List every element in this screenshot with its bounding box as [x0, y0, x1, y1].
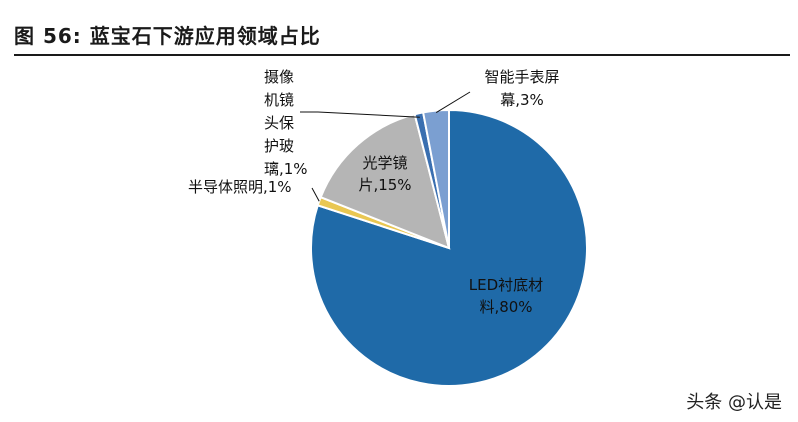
leader-line-4: [435, 91, 471, 114]
pie-slice-4: [421, 108, 450, 249]
figure-title: 图 56: 蓝宝石下游应用领域占比: [14, 24, 321, 48]
watermark: 头条 @认是: [686, 392, 782, 413]
leader-line-1: [311, 187, 320, 202]
slice-label-2: 光学镜片,15%: [358, 154, 411, 194]
slice-label-0: LED衬底材料,80%: [469, 276, 543, 316]
slice-label-1: 半导体照明,1%: [188, 178, 292, 196]
figure-header: 图 56: 蓝宝石下游应用领域占比: [14, 8, 790, 56]
title-divider: [14, 54, 790, 56]
leader-line-3: [300, 111, 420, 118]
slice-label-3: 摄像机镜头保护玻璃,1%: [264, 68, 308, 178]
slice-label-4: 智能手表屏幕,3%: [484, 68, 559, 109]
